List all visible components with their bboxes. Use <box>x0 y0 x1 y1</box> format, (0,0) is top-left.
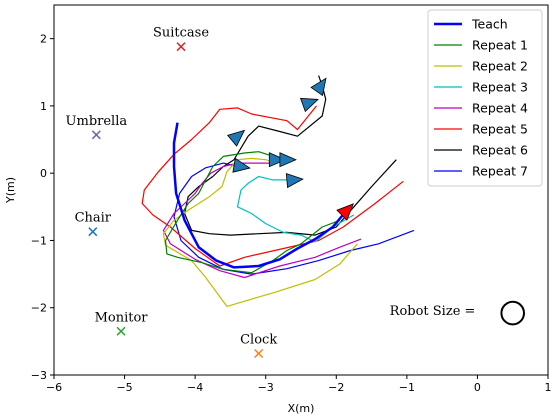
object-label: Umbrella <box>66 114 128 129</box>
legend-entry: Repeat 1 <box>472 38 528 53</box>
object-marker <box>176 42 186 52</box>
objects-layer: Suitcase Umbrella Chair Monitor Clock <box>66 26 277 359</box>
pose-arrow-marker <box>232 157 251 173</box>
x-tick-label: −4 <box>187 381 203 394</box>
object-chair: Chair <box>75 211 112 237</box>
object-suitcase: Suitcase <box>153 26 209 52</box>
robot-size-label: Robot Size = <box>390 304 476 319</box>
legend-entry: Repeat 7 <box>472 164 528 179</box>
object-label: Chair <box>75 211 112 226</box>
x-tick-label: −1 <box>399 381 415 394</box>
object-marker <box>91 130 101 140</box>
legend-box <box>427 9 543 187</box>
legend-entry: Repeat 6 <box>472 143 528 158</box>
pose-arrow-marker <box>310 77 327 97</box>
series-repeat-6 <box>184 75 397 236</box>
series-repeat-5 <box>141 105 404 267</box>
legend-entry: Repeat 2 <box>472 59 528 74</box>
x-tick-label: 0 <box>474 381 481 394</box>
object-label: Suitcase <box>153 26 209 41</box>
x-tick-label: −2 <box>328 381 344 394</box>
robot-size-circle <box>500 300 526 326</box>
legend-entry: Repeat 4 <box>472 101 528 116</box>
x-axis-label: X(m) <box>288 402 315 415</box>
object-clock: Clock <box>240 332 277 359</box>
series-repeat-3 <box>236 175 355 243</box>
series-layer <box>141 75 415 307</box>
y-tick-label: 2 <box>40 33 47 46</box>
object-marker <box>116 326 126 336</box>
legend-entry: Repeat 3 <box>472 80 528 95</box>
robot-size-indicator: Robot Size = <box>390 300 526 326</box>
y-tick-label: 0 <box>40 167 47 180</box>
object-monitor: Monitor <box>95 310 149 336</box>
object-umbrella: Umbrella <box>66 114 128 140</box>
pose-arrow-marker <box>226 129 246 147</box>
legend-entry: Repeat 5 <box>472 122 528 137</box>
plot-frame <box>53 4 549 376</box>
y-tick-label: −3 <box>31 369 47 382</box>
object-marker <box>88 227 98 237</box>
pose-arrow-marker <box>336 203 354 221</box>
pose-arrow-marker <box>285 172 304 189</box>
arrow-layer <box>226 77 354 221</box>
x-tick-label: −6 <box>46 381 62 394</box>
y-axis-label: Y(m) <box>4 177 17 204</box>
object-marker <box>254 348 264 359</box>
y-tick-label: −2 <box>31 302 47 315</box>
y-tick-label: 1 <box>40 100 47 113</box>
pose-arrow-marker <box>279 152 297 168</box>
x-tick-label: 1 <box>545 381 552 394</box>
legend: Teach Repeat 1 Repeat 2 Repeat 3 Repeat 4 Rep… <box>427 9 543 187</box>
object-label: Clock <box>240 332 277 347</box>
x-tick-label: −3 <box>258 381 274 394</box>
series-repeat-7 <box>173 162 415 275</box>
series-repeat-4 <box>162 160 362 279</box>
pose-arrow-marker <box>268 152 287 168</box>
y-tick-label: −1 <box>31 234 47 247</box>
series-repeat-1 <box>164 151 341 274</box>
x-tick-label: −5 <box>116 381 132 394</box>
legend-entry: Teach <box>471 17 508 32</box>
pose-arrow-marker <box>299 97 319 113</box>
series-teach <box>172 122 348 269</box>
series-repeat-2 <box>162 157 358 307</box>
axes: −6 −5 −4 −3 −2 −1 0 1 −3 −2 −1 0 1 2 <box>31 33 552 394</box>
object-label: Monitor <box>95 310 149 325</box>
